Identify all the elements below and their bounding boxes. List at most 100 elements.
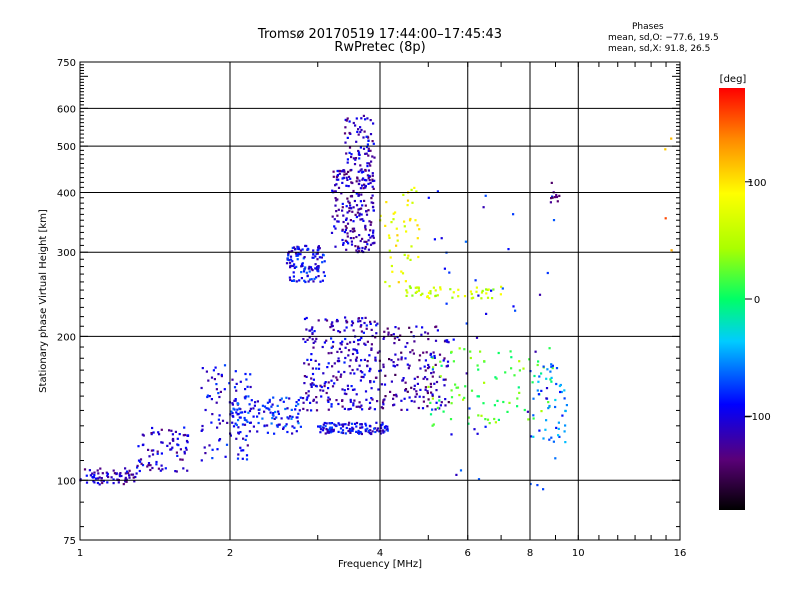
data-point xyxy=(220,375,223,378)
data-point xyxy=(344,228,347,232)
data-point xyxy=(387,333,390,336)
data-point xyxy=(554,405,557,409)
data-point xyxy=(256,415,259,418)
data-point xyxy=(120,474,123,478)
data-point xyxy=(386,427,389,430)
data-point xyxy=(374,336,377,339)
data-point xyxy=(485,288,488,291)
data-point xyxy=(124,472,127,475)
data-point xyxy=(338,331,342,334)
data-point xyxy=(431,375,434,378)
data-point xyxy=(237,453,240,456)
data-point xyxy=(372,122,375,125)
data-point xyxy=(345,205,348,208)
data-point xyxy=(485,312,488,315)
data-point xyxy=(305,316,308,320)
data-point xyxy=(342,242,345,245)
y-tick-label: 100 xyxy=(57,476,76,487)
data-point xyxy=(247,411,250,414)
data-point xyxy=(360,213,363,216)
data-point xyxy=(200,386,203,390)
data-point xyxy=(403,397,406,400)
data-point xyxy=(306,338,309,341)
data-point xyxy=(323,260,326,263)
data-point xyxy=(554,457,557,460)
data-point xyxy=(360,193,363,196)
data-point xyxy=(395,393,398,396)
data-point xyxy=(364,245,367,249)
data-point xyxy=(529,482,532,486)
data-point xyxy=(341,209,344,212)
data-point xyxy=(218,439,221,442)
data-point xyxy=(98,476,101,479)
data-point xyxy=(346,235,349,238)
data-point xyxy=(538,375,541,378)
data-point xyxy=(392,218,395,221)
data-point xyxy=(330,346,333,349)
data-point xyxy=(442,359,445,362)
data-point xyxy=(351,320,354,323)
data-point xyxy=(323,382,326,385)
data-point xyxy=(396,234,399,237)
data-point xyxy=(357,320,360,323)
data-point xyxy=(433,382,436,385)
data-point xyxy=(354,213,357,216)
data-point xyxy=(549,378,552,381)
data-point xyxy=(243,418,246,421)
data-point xyxy=(289,415,292,418)
data-point xyxy=(369,133,373,136)
data-point xyxy=(366,117,369,120)
data-point xyxy=(231,378,234,381)
data-point xyxy=(232,415,235,418)
data-point xyxy=(426,378,429,381)
data-point xyxy=(546,271,549,275)
data-point xyxy=(386,425,389,428)
data-point xyxy=(433,238,436,241)
data-point xyxy=(349,400,352,403)
data-point xyxy=(348,146,352,149)
data-point xyxy=(161,441,164,444)
data-point xyxy=(501,287,504,290)
phase-o-stats: mean, sd,O: −77.6, 19.5 xyxy=(608,33,719,43)
data-point xyxy=(536,484,539,487)
data-point xyxy=(405,294,408,297)
data-point xyxy=(337,402,340,406)
data-point xyxy=(363,358,366,361)
data-point xyxy=(532,414,535,417)
chart-title: Tromsø 20170519 17:44:00–17:45:43 xyxy=(257,27,503,42)
data-point xyxy=(330,351,333,355)
data-point xyxy=(207,379,210,382)
data-point xyxy=(352,402,355,405)
data-point xyxy=(388,358,391,361)
data-point xyxy=(337,357,340,360)
data-point xyxy=(370,221,373,224)
data-point xyxy=(458,347,461,350)
data-point xyxy=(350,240,353,243)
data-point xyxy=(335,399,338,402)
data-point xyxy=(351,388,355,391)
colorbar-label: [deg] xyxy=(720,74,747,85)
data-point xyxy=(359,320,362,323)
data-point xyxy=(314,263,317,266)
data-point xyxy=(554,398,557,402)
data-point xyxy=(359,218,362,221)
data-point xyxy=(413,340,416,343)
data-point xyxy=(470,297,473,300)
data-point xyxy=(429,413,433,416)
data-point xyxy=(322,271,325,274)
data-point xyxy=(406,408,409,411)
data-point xyxy=(321,429,325,432)
data-point xyxy=(341,202,344,205)
data-point xyxy=(450,433,453,436)
data-point xyxy=(348,210,351,213)
data-point xyxy=(217,418,220,421)
data-point xyxy=(358,401,361,404)
data-point xyxy=(168,429,171,432)
data-point xyxy=(210,398,213,401)
data-point xyxy=(469,350,472,353)
data-point xyxy=(329,429,332,432)
data-point xyxy=(431,408,434,411)
data-point xyxy=(295,280,298,283)
data-point xyxy=(408,364,411,367)
